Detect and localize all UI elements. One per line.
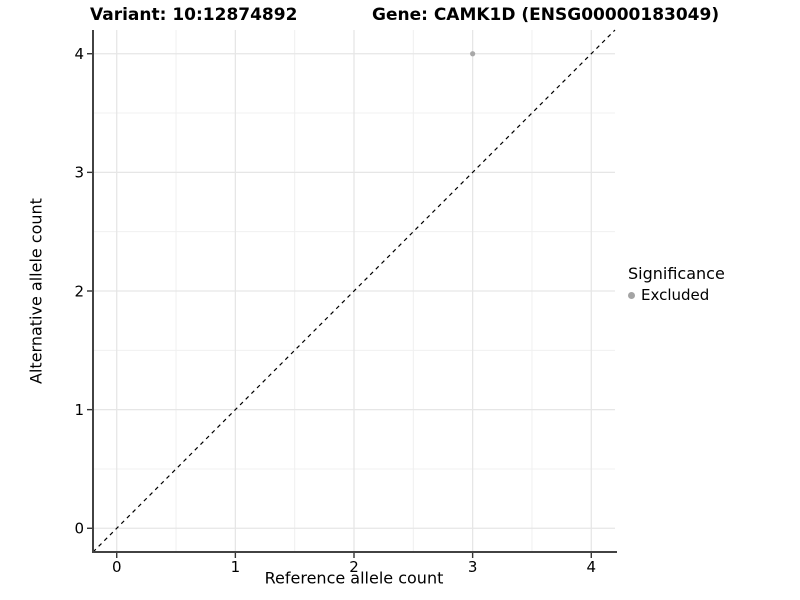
plot-title-gene: Gene: CAMK1D (ENSG00000183049) [372, 5, 720, 25]
y-tick-label: 0 [74, 520, 84, 538]
plot-title-variant: Variant: 10:12874892 [90, 5, 298, 25]
legend-entry-label: Excluded [641, 286, 710, 304]
x-tick-label: 3 [468, 558, 478, 576]
y-tick-label: 2 [74, 282, 84, 300]
legend: Significance Excluded [628, 264, 725, 304]
legend-title: Significance [628, 264, 725, 283]
identity-dashed-line [92, 29, 616, 553]
x-tick-label: 2 [349, 558, 359, 576]
data-point-excluded [470, 51, 476, 57]
legend-entry-excluded: Excluded [628, 286, 725, 304]
y-tick-label: 3 [74, 164, 84, 182]
excluded-point-icon [628, 291, 635, 299]
y-tick-label: 1 [74, 401, 84, 419]
x-tick-label: 0 [112, 558, 122, 576]
x-tick-label: 4 [586, 558, 596, 576]
x-axis-title: Reference allele count [264, 568, 444, 588]
y-axis-title: Alternative allele count [26, 198, 46, 384]
y-tick-label: 4 [74, 45, 84, 63]
x-tick-label: 1 [231, 558, 241, 576]
